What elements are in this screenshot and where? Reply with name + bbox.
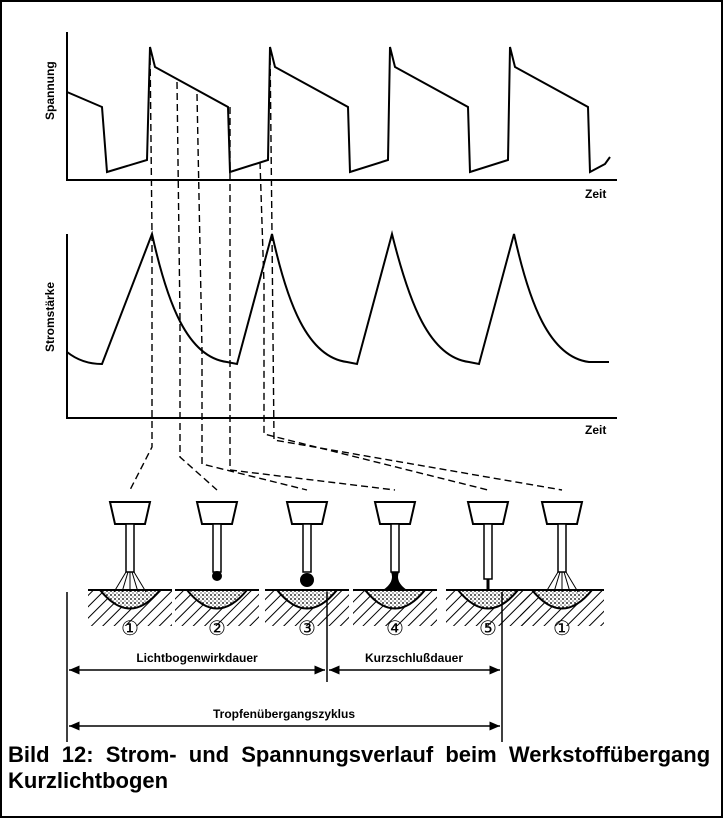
bridge [383,572,407,590]
figure: Spannung Zeit Stromstärke Zeit ① ② ③ ④ ⑤ ① Li… [43,32,617,742]
electrode-holder [466,501,510,525]
caption: Bild 12: Strom- und Spannungsverlauf bei… [8,742,723,793]
electrode-rod [390,523,400,573]
x-label: Zeit [585,423,606,437]
connector [196,93,308,491]
droplet [300,573,314,587]
current-axes [66,234,617,419]
step-number: ② [208,616,226,640]
electrode-holder [285,501,329,525]
connector [129,46,153,491]
phase-label: Tropfenübergangszyklus [213,707,355,721]
electrode-rod [212,523,222,573]
step-number: ③ [298,616,316,640]
voltage-axes [66,32,617,181]
connector [176,81,218,491]
droplet [212,571,222,581]
arc [113,571,147,593]
connector [269,46,563,491]
voltage-curve [66,46,611,174]
connector [259,161,489,491]
electrode-rod [302,523,312,573]
step-number: ① [121,616,139,640]
x-label: Zeit [585,187,606,201]
weld-pool [455,589,521,610]
electrode-holder [108,501,152,525]
phase-label: Kurzschlußdauer [365,651,463,665]
weld-pool [97,589,163,610]
weld-pool [362,589,428,610]
electrode-rod [483,523,493,580]
weld-pool [274,589,340,610]
electrode-rod [125,523,135,573]
electrode-holder [373,501,417,525]
phase-label: Lichtbogenwirkdauer [136,651,258,665]
weld-pool [529,589,595,610]
connector [229,107,396,491]
electrode-holder [195,501,239,525]
step-number: ① [553,616,571,640]
step-number: ⑤ [479,616,497,640]
weld-pool [184,589,250,610]
current-curve [66,230,609,366]
arc [545,571,579,593]
y-label: Spannung [43,61,57,120]
y-label: Stromstärke [43,282,57,352]
electrode-rod [557,523,567,573]
step-number: ④ [386,616,404,640]
electrode-holder [540,501,584,525]
